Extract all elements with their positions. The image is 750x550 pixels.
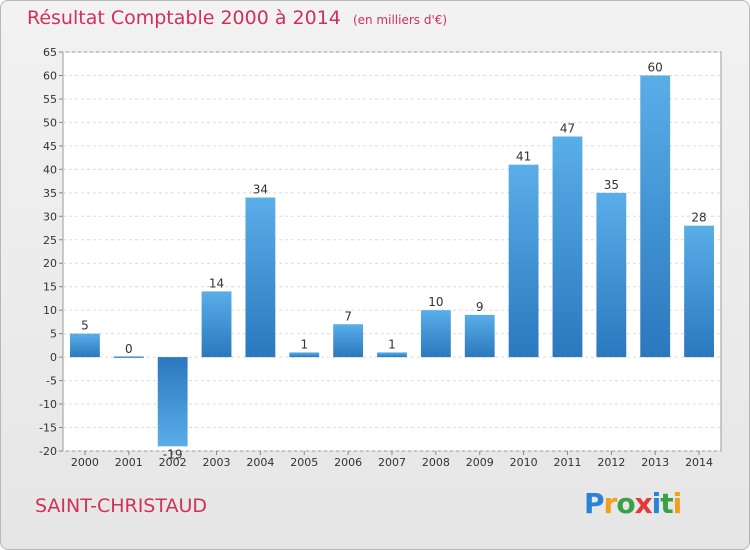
y-tick-label: 60: [43, 69, 57, 82]
data-label-2009: 9: [476, 300, 484, 314]
x-tick-label-2000: 2000: [71, 456, 99, 469]
bar-2007: [377, 352, 407, 358]
x-tick-label-2009: 2009: [466, 456, 494, 469]
bar-2003: [201, 291, 232, 358]
y-tick-label: 65: [43, 46, 57, 59]
x-axis-ticks: 2000 2001 2002 2003 2004 2005 2006 2007 2008 2009…: [71, 451, 713, 469]
data-label-2006: 7: [344, 309, 352, 323]
x-tick-label-2010: 2010: [510, 456, 538, 469]
x-tick-label-2003: 2003: [203, 456, 231, 469]
x-tick-label-2014: 2014: [685, 456, 713, 469]
x-tick-label-2001: 2001: [115, 456, 143, 469]
y-tick-label: 15: [43, 281, 57, 294]
y-tick-label: -10: [39, 398, 57, 411]
x-tick-label-2007: 2007: [378, 456, 406, 469]
data-label-2011: 47: [560, 121, 575, 135]
data-label-2001: 0: [125, 342, 133, 356]
title-subtitle: (en milliers d'€): [352, 13, 448, 27]
data-label-2007: 1: [388, 337, 396, 351]
data-label-2005: 1: [300, 337, 308, 351]
y-tick-label: 50: [43, 116, 57, 129]
y-tick-label: 45: [43, 140, 57, 153]
y-tick-label: -5: [46, 375, 57, 388]
y-tick-label: 25: [43, 234, 57, 247]
data-label-2013: 60: [648, 60, 663, 74]
y-tick-label: -15: [39, 422, 57, 435]
y-tick-label: 10: [43, 304, 57, 317]
x-tick-label-2013: 2013: [641, 456, 669, 469]
data-label-2003: 14: [209, 276, 224, 290]
bar-2002: [157, 357, 188, 447]
commune-name: SAINT-CHRISTAUD: [35, 495, 208, 517]
y-tick-label: 30: [43, 210, 57, 223]
y-tick-label: 20: [43, 257, 57, 270]
y-tick-label: 5: [50, 328, 57, 341]
bar-2008: [420, 310, 451, 358]
data-label-2000: 5: [81, 319, 89, 333]
chart-title: Résultat Comptable 2000 à 2014 (en milli…: [27, 7, 447, 29]
data-label-2014: 28: [691, 211, 706, 225]
data-label-2010: 41: [516, 150, 531, 164]
title-text: Résultat Comptable 2000 à 2014: [27, 7, 341, 29]
x-tick-label-2011: 2011: [553, 456, 581, 469]
bar-2000: [70, 333, 100, 358]
bars: [70, 75, 714, 447]
data-label-2012: 35: [604, 178, 619, 192]
proxiti-logo: Proxiti: [584, 487, 682, 520]
bar-2009: [464, 314, 495, 358]
bar-2014: [684, 225, 714, 358]
data-label-2008: 10: [428, 295, 443, 309]
y-tick-label: 40: [43, 163, 57, 176]
bar-2005: [289, 352, 320, 358]
x-tick-label-2006: 2006: [334, 456, 362, 469]
x-tick-label-2004: 2004: [246, 456, 274, 469]
bar-2001: [113, 356, 144, 358]
y-tick-label: 0: [50, 351, 57, 364]
x-tick-label-2002: 2002: [159, 456, 187, 469]
bar-2004: [245, 197, 276, 358]
y-tick-label: 55: [43, 93, 57, 106]
data-label-2004: 34: [253, 183, 268, 197]
bar-2012: [596, 192, 627, 358]
bar-2010: [508, 164, 539, 358]
bar-2013: [640, 75, 671, 358]
x-tick-label-2005: 2005: [290, 456, 318, 469]
y-tick-label: -20: [39, 445, 57, 458]
bar-2011: [552, 136, 583, 358]
x-tick-label-2008: 2008: [422, 456, 450, 469]
bar-2006: [333, 324, 364, 358]
x-tick-label-2012: 2012: [597, 456, 625, 469]
y-axis-ticks: -20 -15 -10 -5 0 5 10 15 20 25 30 35 40 45 50 55 60 65: [39, 46, 63, 458]
y-tick-label: 35: [43, 187, 57, 200]
